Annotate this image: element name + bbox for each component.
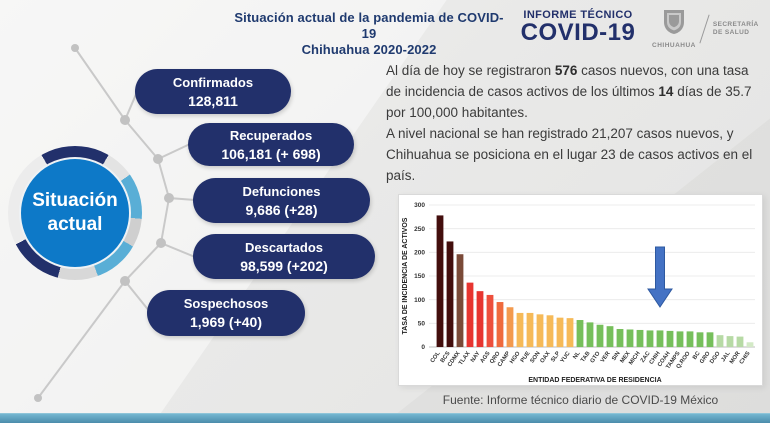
bar-TAMPS (676, 331, 684, 347)
y-tick-label: 200 (414, 250, 425, 257)
stat-value: 106,181 (+ 698) (221, 145, 321, 162)
stat-pill-sospechosos: Sospechosos 1,969 (+40) (147, 290, 305, 336)
bar-BC (696, 332, 704, 347)
footer-bar (0, 413, 770, 423)
y-tick-label: 100 (414, 297, 425, 304)
x-tick-label: YUC (560, 350, 572, 364)
chart-panel: TASA DE INCIDENCIA DE ACTIVOS ENTIDAD FE… (398, 194, 763, 386)
title-line-1: Situación actual de la pandemia de COVID… (234, 10, 504, 41)
stat-value: 9,686 (+28) (245, 201, 318, 218)
bar-GTO (596, 324, 604, 347)
bar-SIN (616, 329, 624, 347)
bar-BCS (446, 241, 454, 347)
government-logos: CHIHUAHUA SECRETARÍA DE SALUD (652, 8, 764, 49)
chihuahua-shield-icon (663, 10, 684, 34)
x-tick-label: HGO (509, 350, 522, 365)
bar-QRO (496, 302, 504, 347)
bar-MOR (736, 336, 744, 347)
secretaria-salud-text: SECRETARÍA DE SALUD (712, 20, 759, 36)
stat-pill-defunciones: Defunciones 9,686 (+28) (193, 178, 370, 223)
informe-tecnico-label: INFORME TÉCNICO (523, 9, 633, 21)
bar-NL (576, 320, 584, 347)
bar-HGO (516, 312, 524, 347)
stat-label: Defunciones (242, 183, 321, 199)
x-tick-label: DGO (709, 350, 722, 365)
title-line-2: Chihuahua 2020-2022 (301, 42, 437, 57)
source-caption: Fuente: Informe técnico diario de COVID-… (442, 393, 719, 407)
page-title: Situación actual de la pandemia de COVID… (230, 10, 508, 58)
summary-paragraph-2: A nivel nacional se han registrado 21,20… (386, 126, 753, 183)
covid19-logo-text: COVID-19 (520, 19, 636, 46)
chihuahua-logo: CHIHUAHUA (652, 8, 696, 49)
bar-VER (606, 326, 614, 347)
stat-pill-descartados: Descartados 98,599 (+202) (193, 234, 375, 279)
x-tick-label: VER (600, 350, 612, 364)
x-tick-label: TLAX (458, 351, 472, 367)
x-tick-label: JAL (720, 350, 731, 363)
situacion-badge-ring: Situación actual (8, 146, 142, 280)
x-tick-label: SLP (550, 351, 561, 364)
bar-GRO (706, 332, 714, 347)
informe-tecnico-logo: INFORME TÉCNICO COVID-19 (508, 9, 648, 47)
chihuahua-logo-text: CHIHUAHUA (652, 42, 696, 49)
y-tick-label: 50 (418, 321, 426, 328)
bar-JAL (726, 336, 734, 347)
bar-Q.ROO (686, 331, 694, 347)
stat-value: 98,599 (+202) (240, 257, 328, 274)
bar-PUE (526, 312, 534, 347)
x-tick-label: MICH (628, 351, 641, 367)
x-tick-label: OAX (540, 351, 552, 365)
stat-pill-confirmados: Confirmados 128,811 (135, 69, 291, 114)
bar-CAMP (506, 307, 514, 347)
incidence-bar-chart: TASA DE INCIDENCIA DE ACTIVOS ENTIDAD FE… (402, 202, 755, 384)
x-tick-label: SIN (611, 351, 621, 362)
bar-MICH (636, 329, 644, 347)
bar-DGO (716, 335, 724, 347)
bar-ZAC (646, 330, 654, 347)
x-tick-label: PUE (520, 351, 532, 364)
x-tick-label: CHIS (739, 351, 752, 366)
badge-label: Situación actual (32, 190, 118, 235)
bar-MEX (626, 329, 634, 347)
x-tick-label: NL (572, 350, 582, 360)
y-tick-label: 250 (414, 226, 425, 233)
y-tick-label: 300 (414, 202, 425, 209)
stat-pill-recuperados: Recuperados 106,181 (+ 698) (188, 123, 354, 166)
bar-COAH (666, 330, 674, 347)
bar-OAX (546, 315, 554, 347)
x-tick-label: NAY (470, 351, 482, 364)
bar-COL (436, 215, 444, 347)
bar-CDMX (456, 254, 464, 347)
bar-YUC (566, 318, 574, 347)
y-axis-title: TASA DE INCIDENCIA DE ACTIVOS (402, 217, 409, 334)
bar-TLAX (466, 282, 474, 347)
stat-label: Confirmados (172, 74, 254, 90)
chih-highlight-arrow-icon (647, 246, 673, 308)
stat-label: Descartados (244, 239, 324, 255)
bar-CHIS (746, 342, 754, 347)
x-axis-title: ENTIDAD FEDERATIVA DE RESIDENCIA (528, 377, 661, 384)
situacion-badge: Situación actual (19, 157, 131, 269)
y-tick-label: 0 (421, 344, 425, 351)
bar-SON (536, 314, 544, 347)
y-tick-label: 150 (414, 273, 425, 280)
bar-NAY (476, 291, 484, 347)
stat-value: 1,969 (+40) (190, 314, 262, 330)
bar-SLP (556, 317, 564, 347)
bar-TAB (586, 322, 594, 347)
bar-AGS (486, 294, 494, 347)
new-cases-count: 576 (554, 63, 578, 78)
bar-CHIH (656, 330, 664, 347)
days-count: 14 (658, 84, 674, 99)
stat-label: Sospechosos (183, 296, 269, 311)
x-tick-label: TAB (580, 351, 592, 364)
stat-value: 128,811 (188, 92, 238, 109)
x-tick-label: BC (692, 350, 702, 361)
stat-label: Recuperados (229, 127, 313, 143)
x-tick-label: GTO (590, 350, 602, 364)
summary-paragraph: Al día de hoy se registraron 576 casos n… (386, 60, 766, 186)
